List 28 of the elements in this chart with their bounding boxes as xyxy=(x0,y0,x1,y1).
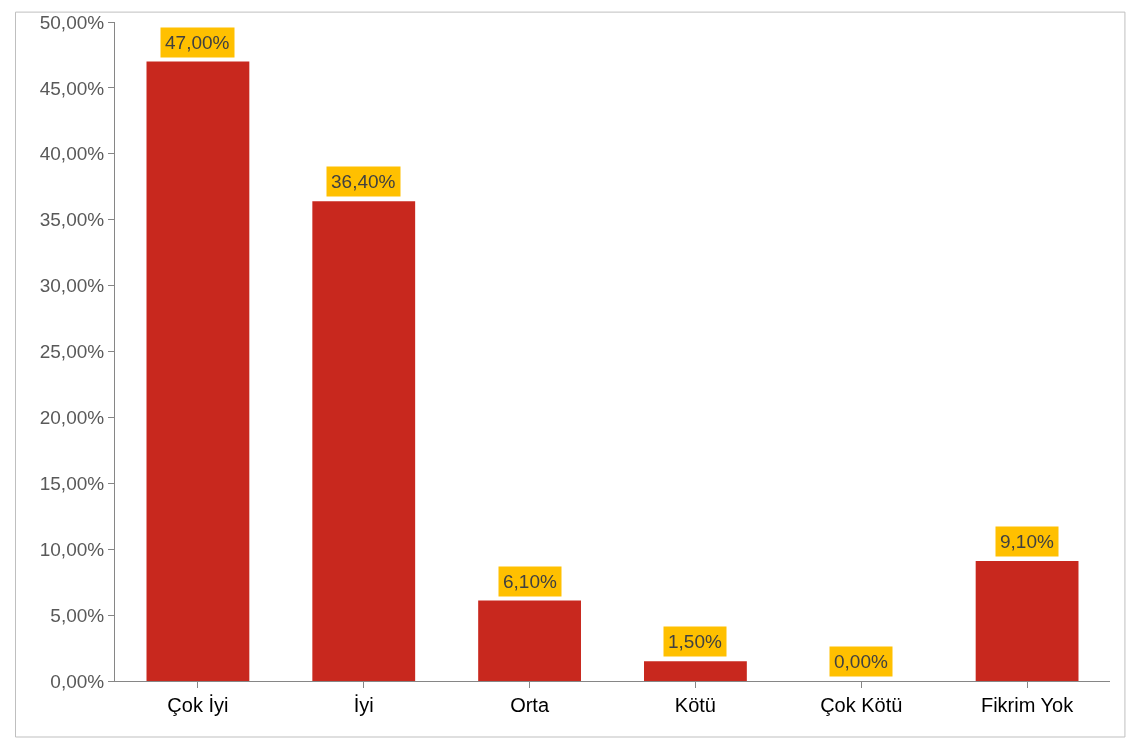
y-tick-label: 0,00% xyxy=(50,670,105,692)
data-label: 36,40% xyxy=(331,171,396,192)
x-tick-label: Fikrim Yok xyxy=(980,694,1075,716)
bar xyxy=(975,561,1079,681)
data-label: 0,00% xyxy=(834,651,888,672)
y-tick-label: 25,00% xyxy=(39,341,105,363)
y-tick-label: 40,00% xyxy=(39,143,105,165)
x-tick-label: Çok İyi xyxy=(167,694,229,716)
x-tick-label: Orta xyxy=(510,694,550,716)
bar xyxy=(146,61,250,681)
data-label: 6,10% xyxy=(503,571,557,592)
y-tick-label: 10,00% xyxy=(39,538,105,560)
x-tick-label: Çok Kötü xyxy=(820,694,903,716)
x-tick-label: Kötü xyxy=(674,694,716,716)
bar xyxy=(644,661,747,681)
x-tick-label: İyi xyxy=(353,694,374,716)
data-label: 1,50% xyxy=(668,631,722,652)
y-tick-label: 35,00% xyxy=(39,209,105,231)
y-tick-label: 50,00% xyxy=(39,11,105,33)
y-tick-label: 30,00% xyxy=(39,275,105,297)
y-tick-label: 15,00% xyxy=(39,472,105,494)
y-tick-label: 45,00% xyxy=(39,77,105,99)
y-tick-label: 5,00% xyxy=(50,604,105,626)
y-tick-label: 20,00% xyxy=(39,407,105,429)
data-label: 9,10% xyxy=(1000,531,1054,552)
bar xyxy=(478,600,581,681)
data-label: 47,00% xyxy=(165,32,230,53)
bar xyxy=(312,201,416,681)
